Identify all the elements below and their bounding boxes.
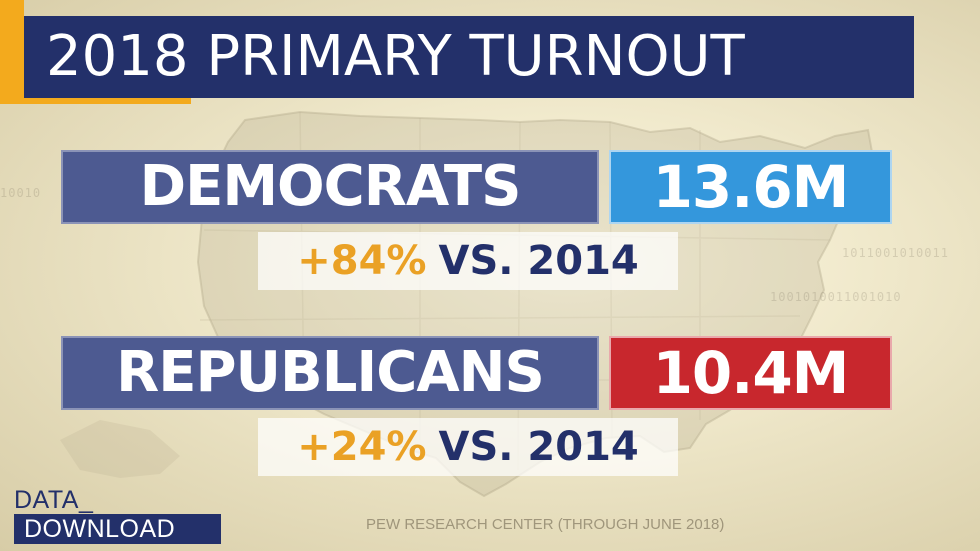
decorative-binary-right-1: 1011001010011 <box>842 246 949 260</box>
republicans-change-pct: +24% <box>297 424 427 470</box>
democrats-change-pct: +84% <box>297 238 427 284</box>
source-credit: PEW RESEARCH CENTER (THROUGH JUNE 2018) <box>366 516 725 533</box>
logo-download-box: DOWNLOAD <box>14 514 221 544</box>
democrats-change-box: +84% VS. 2014 <box>258 232 678 290</box>
decorative-binary-right-2: 1001010011001010 <box>770 290 902 304</box>
republicans-label: REPUBLICANS <box>116 340 545 405</box>
republicans-change-suffix: VS. 2014 <box>438 424 639 470</box>
democrats-label-box: DEMOCRATS <box>61 150 599 224</box>
republicans-value-box: 10.4M <box>609 336 892 410</box>
title-banner: 2018 PRIMARY TURNOUT <box>24 16 914 98</box>
republicans-label-box: REPUBLICANS <box>61 336 599 410</box>
decorative-binary-left: 10010 <box>0 186 42 200</box>
republicans-change-box: +24% VS. 2014 <box>258 418 678 476</box>
democrats-label: DEMOCRATS <box>139 154 522 219</box>
data-download-logo: DATA_ DOWNLOAD <box>14 488 224 544</box>
accent-bar <box>0 0 24 104</box>
accent-underline <box>24 94 191 104</box>
democrats-value-box: 13.6M <box>609 150 892 224</box>
democrats-value: 13.6M <box>652 153 850 221</box>
logo-data-text: DATA_ <box>14 486 94 514</box>
democrats-change-suffix: VS. 2014 <box>438 238 639 284</box>
page-title: 2018 PRIMARY TURNOUT <box>46 24 745 89</box>
logo-download-text: DOWNLOAD <box>24 514 176 543</box>
republicans-value: 10.4M <box>652 339 850 407</box>
